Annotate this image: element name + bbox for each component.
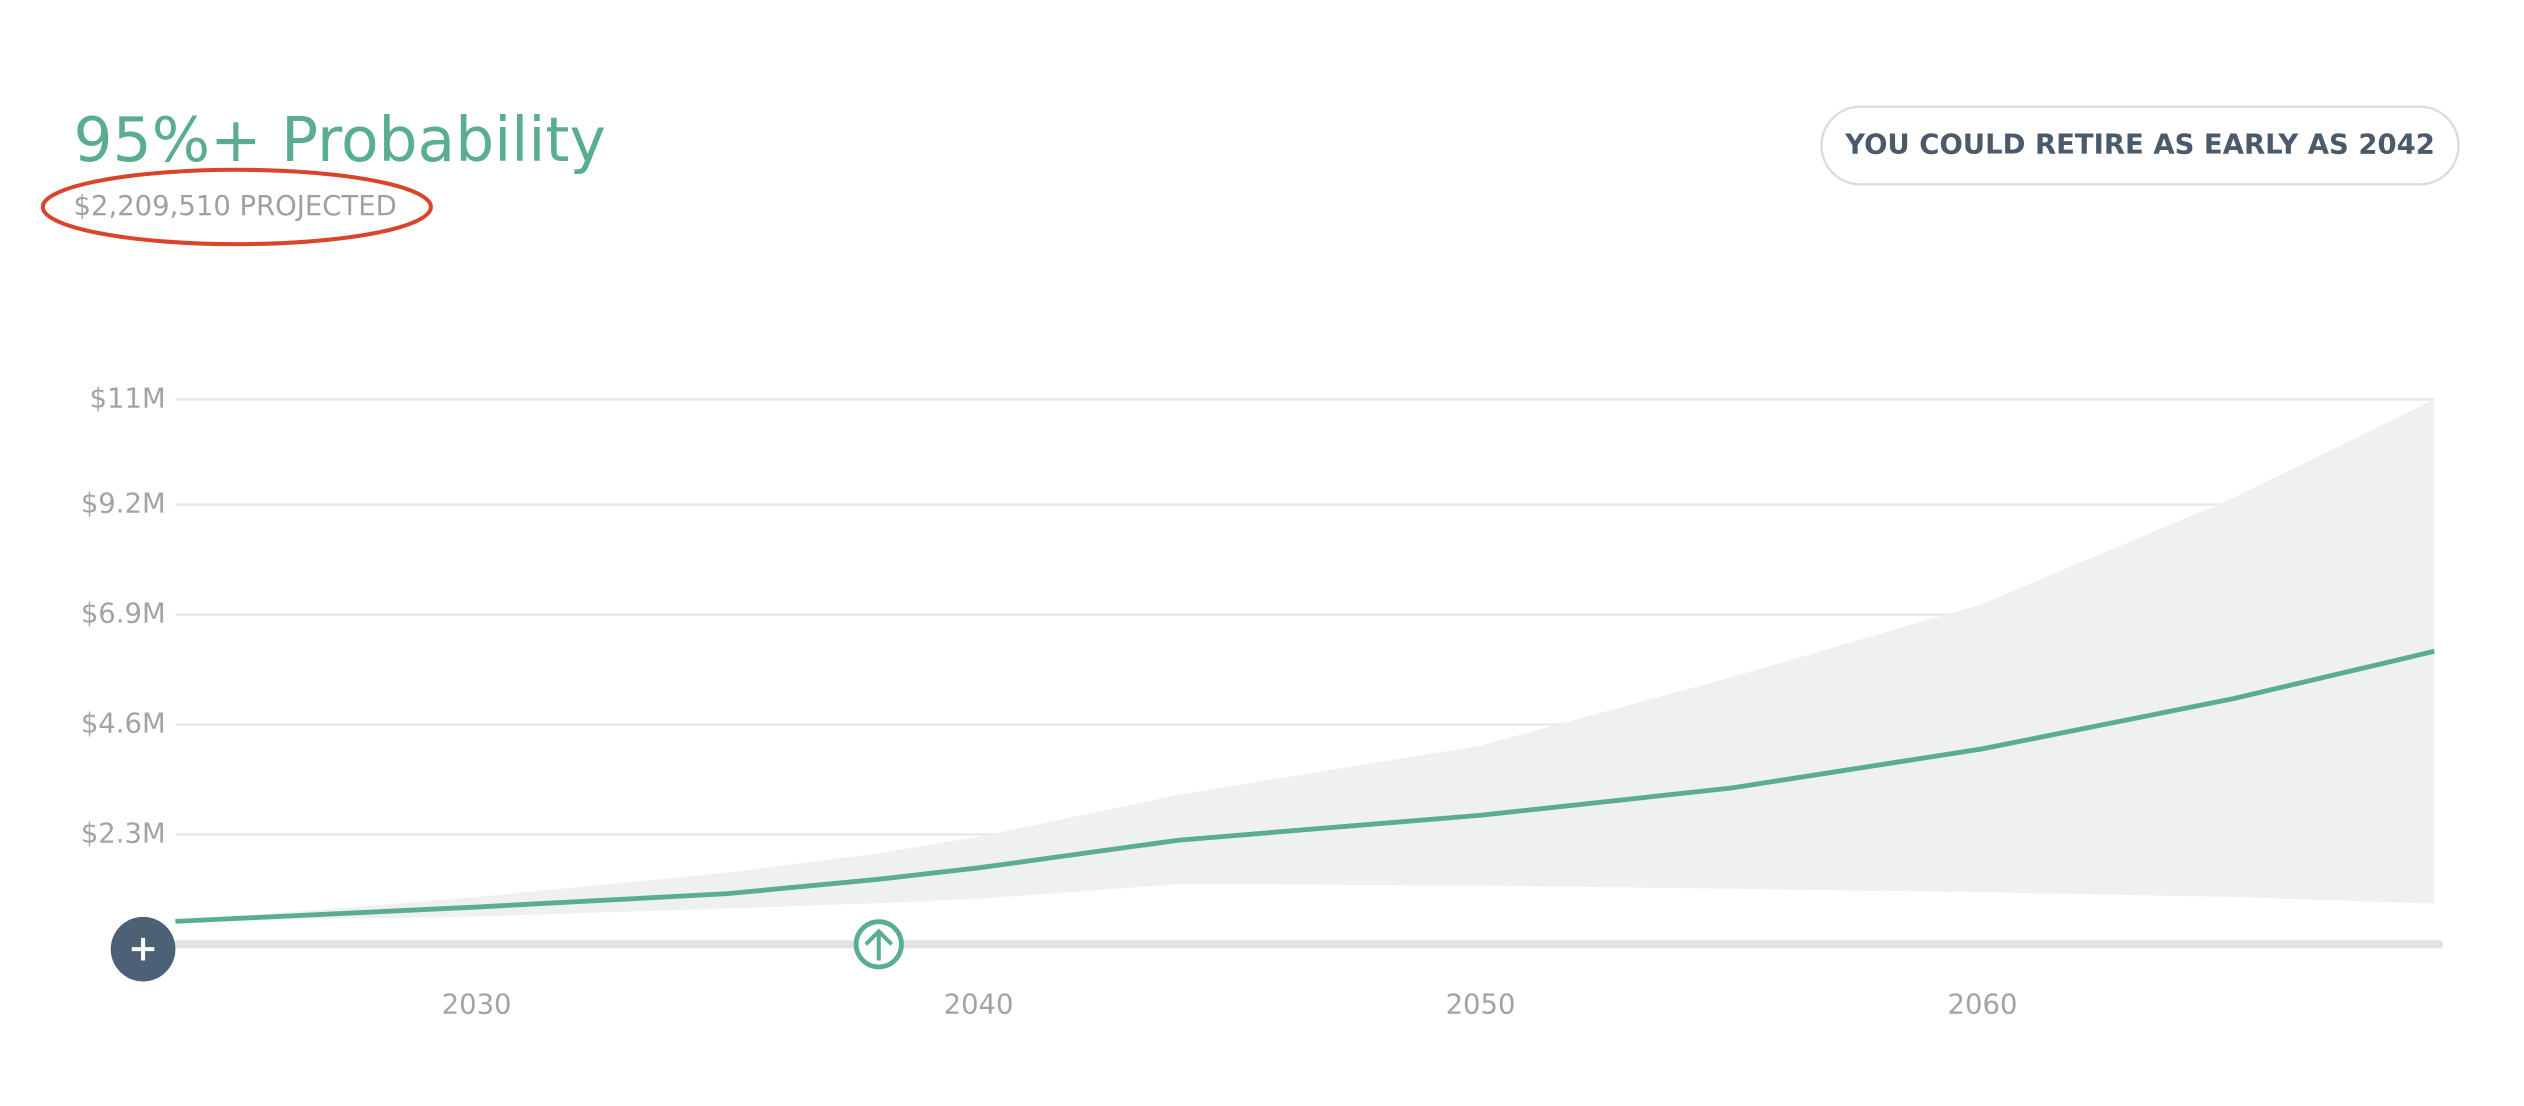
x-tick-label: 2030 bbox=[442, 989, 512, 1021]
y-tick-label: $6.9M bbox=[81, 597, 166, 629]
retire-button[interactable] bbox=[1820, 105, 2460, 186]
title: 95%+ Probability bbox=[74, 105, 606, 176]
highlight-circle bbox=[40, 167, 433, 247]
subtitle: $2,209,510 PROJECTED bbox=[74, 190, 397, 222]
line bbox=[175, 648, 2435, 924]
range-band bbox=[175, 399, 2435, 922]
add-button-icon bbox=[131, 937, 155, 961]
y-tick-label: $2.3M bbox=[81, 817, 166, 849]
plot: $2.3M $4.6M $6.9M $9.2M $11M 2030 2040 2050 2060 bbox=[81, 382, 2444, 1021]
retire-button-label: YOU COULD RETIRE AS EARLY AS 2042 bbox=[1844, 129, 2435, 161]
x-tick-label: 2050 bbox=[1446, 989, 1516, 1021]
y-tick-label: $9.2M bbox=[81, 488, 166, 520]
x-tick-label: 2040 bbox=[944, 989, 1014, 1021]
x-tick-label: 2060 bbox=[1948, 989, 2018, 1021]
y-tick-label: $4.6M bbox=[81, 707, 166, 739]
y-tick-label: $11M bbox=[90, 382, 166, 414]
retire-marker-arrow bbox=[864, 928, 894, 961]
